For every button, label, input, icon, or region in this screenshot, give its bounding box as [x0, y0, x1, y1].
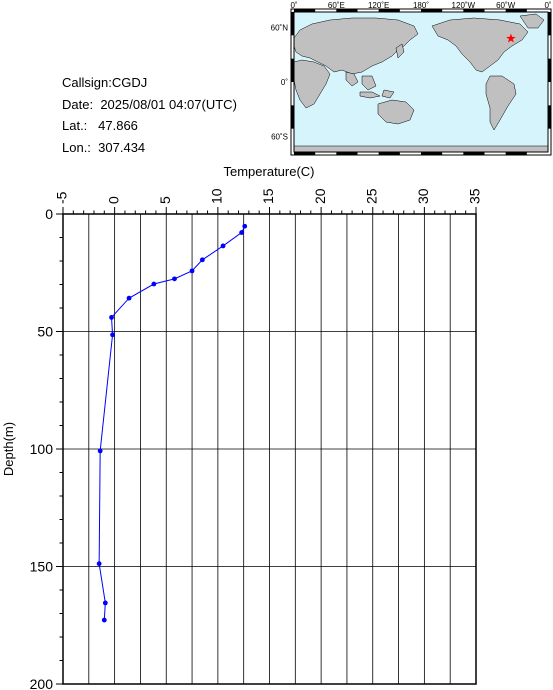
- series-temperature: [96, 223, 248, 623]
- lon-row: Lon.: 307.434: [62, 137, 237, 159]
- station-info: Callsign:CGDJ Date: 2025/08/01 04:07(UTC…: [62, 72, 237, 158]
- x-tick-label: 25: [363, 188, 379, 204]
- map-border-seg: [378, 9, 400, 12]
- station-marker: [506, 33, 516, 43]
- map-lon-label: 0˚: [290, 1, 297, 10]
- data-point: [172, 276, 177, 282]
- map-lon-label: 120˚E: [368, 1, 389, 10]
- map-border-seg: [294, 152, 316, 155]
- land-greenland: [519, 13, 545, 29]
- data-point: [242, 223, 248, 229]
- data-point: [101, 617, 107, 623]
- map-lon-label: 0˚: [544, 1, 551, 10]
- map-border-seg: [505, 9, 527, 12]
- lon-label: Lon.:: [62, 139, 91, 155]
- x-tick-label: 15: [260, 188, 276, 204]
- land-australia: [377, 99, 415, 125]
- data-point: [220, 243, 226, 249]
- callsign-text: Callsign:CGDJ: [62, 75, 148, 90]
- x-tick-label: 0: [105, 196, 121, 204]
- map-lat-label: 0˚: [281, 78, 288, 87]
- x-tick-label: 10: [209, 188, 225, 204]
- y-tick-label: 150: [30, 559, 54, 575]
- map-border-seg: [463, 9, 485, 12]
- land-seasia: [345, 71, 377, 91]
- x-tick-label: 35: [467, 188, 483, 204]
- map-border-seg: [336, 152, 358, 155]
- map-border-seg: [421, 152, 443, 155]
- data-point: [97, 448, 103, 454]
- map-border-seg: [548, 12, 551, 36]
- lat-label: Lat.:: [62, 118, 88, 133]
- data-point: [109, 315, 114, 320]
- data-point: [126, 295, 132, 301]
- map-border-seg: [336, 9, 358, 12]
- x-tick-label: 5: [157, 196, 173, 204]
- map-land: [293, 13, 549, 153]
- y-tick-label: 100: [30, 441, 54, 457]
- map-border-seg: [378, 152, 400, 155]
- land-japan: [395, 43, 405, 59]
- world-map: 0˚ 60˚E 120˚E 180˚ 120˚W 60˚W 0˚ 60˚N 0˚ 60˚S: [271, 1, 552, 156]
- map-border-seg: [548, 105, 551, 129]
- x-tick-label: 20: [312, 188, 328, 204]
- data-point: [96, 561, 102, 567]
- data-point: [102, 600, 108, 606]
- date-value: 2025/08/01 04:07(UTC): [100, 96, 237, 112]
- land-eurasia: [293, 17, 419, 75]
- map-border-seg: [291, 12, 294, 36]
- map-lat-label: 60˚N: [271, 23, 289, 32]
- data-point: [239, 230, 245, 235]
- land-africa: [293, 59, 331, 109]
- map-lon-label: 120˚W: [452, 1, 476, 10]
- land-indonesia: [359, 89, 395, 99]
- plot-frame: [62, 213, 477, 685]
- y-tick-label: 50: [37, 324, 53, 340]
- map-border-seg: [463, 152, 485, 155]
- lat-row: Lat.: 47.866: [62, 115, 237, 137]
- map-border-seg: [505, 152, 527, 155]
- map-lon-label: 60˚W: [496, 1, 516, 10]
- data-point: [199, 257, 205, 263]
- map-lat-label: 60˚S: [271, 133, 288, 142]
- map-border-seg: [294, 9, 316, 12]
- map-lon-label: 180˚: [413, 1, 429, 10]
- x-tick-labels: -5 0 5 10 15 20 25 30 35: [54, 188, 483, 204]
- map-frame: [290, 8, 552, 156]
- y-tick-labels: 0 50 100 150 200: [30, 206, 54, 690]
- x-tick-label: -5: [54, 191, 70, 204]
- data-point: [151, 281, 157, 287]
- data-point: [189, 268, 195, 274]
- lon-value: 307.434: [98, 139, 146, 155]
- map-border-seg: [421, 9, 443, 12]
- star-icon: [506, 33, 516, 43]
- date-label: Date:: [62, 96, 94, 112]
- x-axis-label: Temperature(C): [223, 164, 314, 179]
- date-row: Date: 2025/08/01 04:07(UTC): [62, 94, 237, 116]
- y-axis-label: Depth(m): [1, 422, 16, 476]
- map-labels: 0˚ 60˚E 120˚E 180˚ 120˚W 60˚W 0˚ 60˚N 0˚ 60˚S: [271, 1, 552, 142]
- y-tick-label: 0: [45, 206, 53, 222]
- lat-value: 47.866: [98, 118, 138, 133]
- y-tick-label: 200: [30, 676, 54, 690]
- map-border-seg: [291, 58, 294, 82]
- map-lon-label: 60˚E: [328, 1, 345, 10]
- map-border-seg: [548, 58, 551, 82]
- x-tick-label: 30: [415, 188, 431, 204]
- data-point: [110, 332, 115, 338]
- land-south-america: [485, 75, 517, 131]
- series-line: [98, 226, 246, 621]
- map-border-seg: [291, 105, 294, 129]
- land-north-america: [431, 17, 529, 73]
